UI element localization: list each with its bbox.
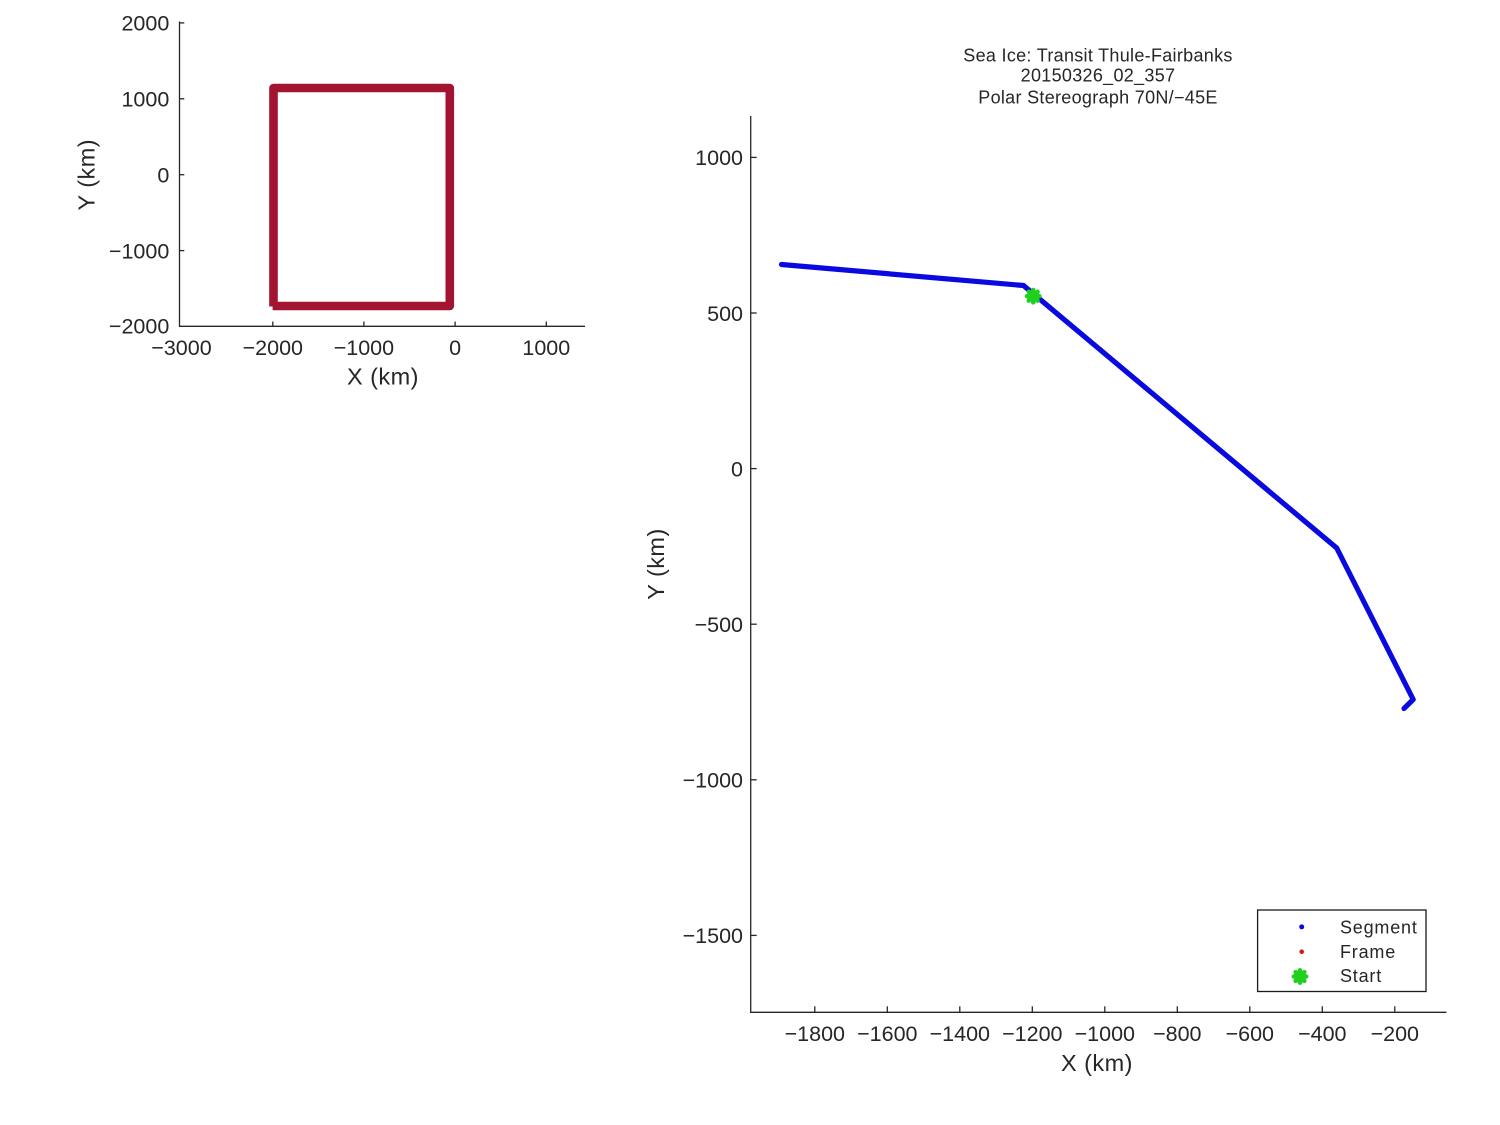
svg-text:X (km): X (km) xyxy=(1061,1050,1133,1076)
svg-text:−400: −400 xyxy=(1298,1022,1346,1046)
svg-text:−3000: −3000 xyxy=(151,336,211,360)
svg-text:Polar Stereograph 70N/−45E: Polar Stereograph 70N/−45E xyxy=(978,88,1217,108)
svg-text:X (km): X (km) xyxy=(347,364,419,390)
svg-text:Sea Ice: Transit Thule-Fairban: Sea Ice: Transit Thule-Fairbanks xyxy=(963,45,1232,65)
svg-text:1000: 1000 xyxy=(695,146,743,170)
svg-text:−1500: −1500 xyxy=(683,924,743,948)
svg-text:−1000: −1000 xyxy=(1075,1022,1135,1046)
svg-text:1000: 1000 xyxy=(522,336,570,360)
svg-text:Y (km): Y (km) xyxy=(74,139,100,210)
svg-text:2000: 2000 xyxy=(121,12,169,36)
svg-text:−2000: −2000 xyxy=(109,315,169,339)
svg-text:−200: −200 xyxy=(1371,1022,1419,1046)
svg-text:−1200: −1200 xyxy=(1002,1022,1062,1046)
svg-text:20150326_02_357: 20150326_02_357 xyxy=(1021,66,1176,87)
svg-text:−800: −800 xyxy=(1153,1022,1201,1046)
svg-text:0: 0 xyxy=(449,336,461,360)
svg-text:Start: Start xyxy=(1340,966,1382,986)
svg-text:Y (km): Y (km) xyxy=(643,528,669,599)
svg-text:−1400: −1400 xyxy=(930,1022,990,1046)
svg-text:500: 500 xyxy=(707,302,743,326)
svg-text:0: 0 xyxy=(157,164,169,188)
svg-text:Segment: Segment xyxy=(1340,918,1418,938)
svg-text:−600: −600 xyxy=(1226,1022,1274,1046)
svg-text:−1800: −1800 xyxy=(785,1022,845,1046)
svg-text:Frame: Frame xyxy=(1340,942,1396,962)
svg-text:1000: 1000 xyxy=(121,88,169,112)
svg-text:−1000: −1000 xyxy=(334,336,394,360)
svg-text:−1000: −1000 xyxy=(683,769,743,793)
svg-text:−500: −500 xyxy=(695,613,743,637)
svg-text:−1000: −1000 xyxy=(109,239,169,263)
svg-text:−1600: −1600 xyxy=(857,1022,917,1046)
svg-text:0: 0 xyxy=(731,457,743,481)
svg-text:−2000: −2000 xyxy=(243,336,303,360)
